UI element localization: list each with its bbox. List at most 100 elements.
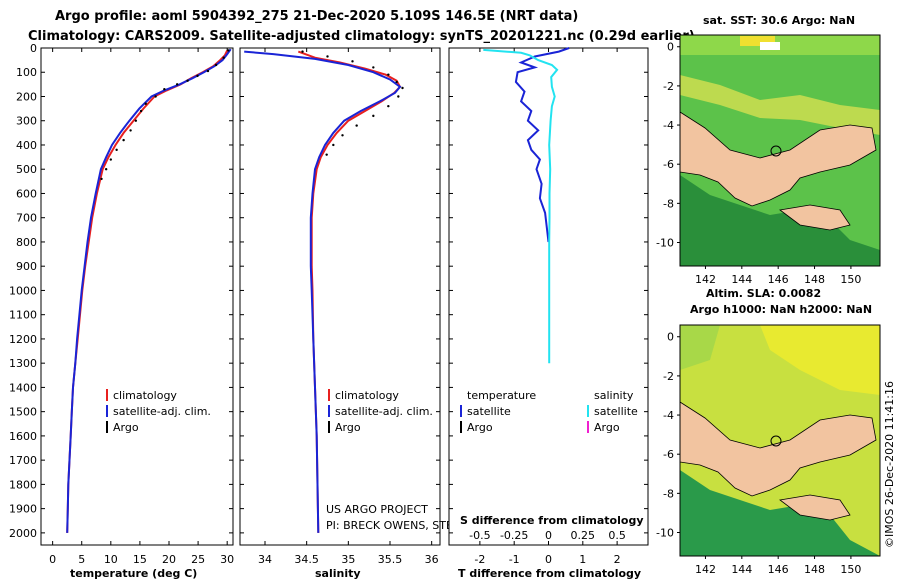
lat-tick-label: -8 — [663, 197, 674, 210]
argo-point — [397, 95, 400, 98]
legend-climatology: climatology — [113, 389, 177, 402]
lat-tick-label: -2 — [663, 370, 674, 383]
x-tick-label: 0 — [545, 553, 552, 566]
satellite-adj-clim-line — [244, 50, 402, 533]
depth-tick-label: 900 — [16, 260, 37, 273]
depth-tick-label: 1600 — [9, 430, 37, 443]
sst-warm-stripe — [680, 75, 880, 135]
argo-position-marker — [770, 145, 782, 157]
salinity-series — [244, 50, 404, 533]
temperature-panel: 0100200300400500600700800900100011001200… — [9, 42, 234, 580]
lat-tick-label: -2 — [663, 80, 674, 93]
legend-argo: Argo — [335, 421, 361, 434]
argo-point — [163, 88, 166, 91]
x-tick-label: 20 — [162, 553, 176, 566]
lon-tick-label: 146 — [768, 563, 789, 576]
sst-warm-patch — [740, 36, 775, 46]
sla-low-area — [680, 470, 880, 556]
legend-t-argo: Argo — [467, 421, 493, 434]
x-tick-label: 10 — [104, 553, 118, 566]
lat-tick-label: -4 — [663, 409, 674, 422]
t-satellite-line — [514, 47, 570, 243]
salinity-x-axis: 34 34.5 35 35.5 36 — [258, 48, 439, 566]
lat-tick-label: -6 — [663, 448, 674, 461]
s-diff-tick-label: -0.25 — [500, 529, 528, 542]
lat-tick-label: -4 — [663, 119, 674, 132]
lon-tick-label: 142 — [695, 273, 716, 286]
difference-legend: temperature salinity satellite Argo sate… — [460, 389, 638, 434]
sst-lon-ticks: 142 144 146 148 150 — [695, 266, 861, 286]
s-diff-tick-label: 0.5 — [608, 529, 626, 542]
depth-tick-label: 2000 — [9, 527, 37, 540]
s-satellite-line — [483, 48, 559, 364]
x-tick-label: 35.5 — [378, 553, 403, 566]
depth-tick-label: 1900 — [9, 503, 37, 516]
depth-axis: 0 100 200 300 400 500 600 700 800 900 1000 1100 1200… — [9, 42, 233, 540]
legend-temperature-title: temperature — [467, 389, 536, 402]
satellite-adj-clim-line — [66, 48, 232, 533]
argo-point — [341, 134, 344, 137]
legend-satellite: satellite-adj. clim. — [335, 405, 433, 418]
depth-tick-label: 800 — [16, 236, 37, 249]
depth-tick-label: 1100 — [9, 309, 37, 322]
lat-tick-label: -10 — [656, 527, 674, 540]
credit-line1: US ARGO PROJECT — [326, 503, 428, 516]
argo-point — [387, 73, 390, 76]
lon-tick-label: 148 — [804, 273, 825, 286]
argo-point — [122, 138, 125, 142]
argo-point — [401, 86, 404, 90]
argo-point — [175, 83, 179, 86]
sla-map-title2: Argo h1000: NaN h2000: NaN — [690, 303, 872, 316]
lat-tick-label: -8 — [663, 487, 674, 500]
argo-point — [104, 168, 108, 171]
depth-tick-label: 200 — [16, 90, 37, 103]
argo-point — [206, 69, 210, 73]
argo-point — [325, 153, 328, 156]
sla-lon-ticks: 142 144 146 148 150 — [695, 556, 861, 576]
argo-position-marker — [770, 435, 782, 447]
argo-point — [222, 56, 225, 59]
land-south — [779, 204, 851, 231]
sla-west-area — [680, 325, 720, 370]
legend-argo: Argo — [113, 421, 139, 434]
difference-x-axis: -2 -1 0 1 2 — [474, 48, 621, 566]
sst-map-image — [680, 35, 880, 266]
argo-point — [351, 60, 354, 63]
sla-high-area — [760, 325, 880, 395]
depth-tick-label: 300 — [16, 115, 37, 128]
x-tick-label: -2 — [474, 553, 485, 566]
depth-tick-label: 1000 — [9, 284, 37, 297]
x-tick-label: 1 — [579, 553, 586, 566]
argo-point — [144, 102, 147, 105]
argo-point — [129, 129, 132, 132]
temperature-series — [66, 48, 232, 533]
depth-tick-label: 400 — [16, 139, 37, 152]
argo-point — [387, 104, 390, 108]
x-tick-label: 15 — [133, 553, 147, 566]
argo-point — [115, 148, 118, 152]
s-diff-tick-label: 0.25 — [571, 529, 596, 542]
temperature-legend: climatology satellite-adj. clim. Argo — [106, 389, 211, 434]
temperature-plot-frame — [40, 47, 234, 546]
argo-point — [395, 80, 398, 84]
depth-tick-label: 500 — [16, 163, 37, 176]
lon-tick-label: 144 — [731, 563, 752, 576]
salinity-diff-axis: -0.5 -0.25 0 0.25 0.5 — [469, 529, 626, 542]
difference-series — [483, 47, 570, 364]
depth-tick-label: 1500 — [9, 406, 37, 419]
salinity-plot-frame — [239, 47, 441, 546]
temperature-x-axis: 0 5 10 15 20 25 30 — [49, 48, 234, 566]
s-difference-label: S difference from climatology — [460, 514, 644, 527]
temperature-x-label: temperature (deg C) — [70, 567, 197, 580]
sst-lat-ticks: 0 -2 -4 -6 -8 -10 — [656, 41, 680, 250]
s-diff-tick-label: -0.5 — [469, 529, 490, 542]
argo-point — [332, 143, 335, 147]
argo-point — [214, 63, 218, 67]
salinity-depth-ticks — [240, 47, 440, 534]
x-tick-label: 30 — [220, 553, 234, 566]
x-tick-label: -1 — [509, 553, 520, 566]
figure-title-line2: Climatology: CARS2009. Satellite-adjuste… — [28, 29, 695, 44]
sst-cloud-patch — [760, 42, 780, 50]
lat-tick-label: 0 — [667, 41, 674, 54]
lon-tick-label: 142 — [695, 563, 716, 576]
